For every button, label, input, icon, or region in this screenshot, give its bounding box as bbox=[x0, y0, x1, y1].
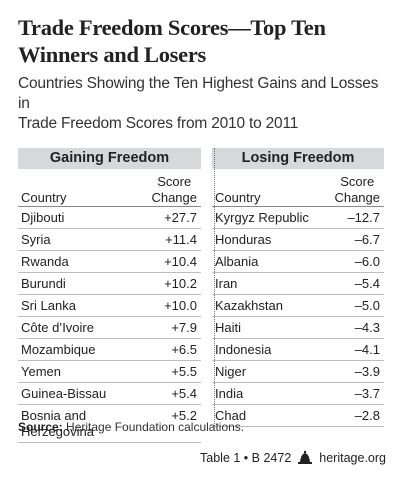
title-line-2: Winners and Losers bbox=[18, 42, 206, 67]
table-row: Rwanda +10.4 bbox=[18, 251, 201, 273]
table-row: Guinea-Bissau +5.4 bbox=[18, 383, 201, 405]
score-change: +27.7 bbox=[164, 210, 197, 225]
losing-country-header: Country bbox=[215, 190, 261, 205]
score-change: –6.0 bbox=[354, 254, 380, 269]
footer: Table 1 • B 2472 heritage.org bbox=[200, 451, 386, 465]
score-change: –12.7 bbox=[347, 210, 380, 225]
table-row: Djibouti +27.7 bbox=[18, 207, 201, 229]
score-change: –5.4 bbox=[354, 276, 380, 291]
gaining-column-headers: Country Score Change bbox=[18, 172, 201, 207]
score-change: +10.2 bbox=[164, 276, 197, 291]
table-row: Iran –5.4 bbox=[212, 273, 384, 295]
score-change: –4.3 bbox=[354, 320, 380, 335]
score-change: +10.4 bbox=[164, 254, 197, 269]
score-change: +5.2 bbox=[171, 408, 197, 423]
table-row: Honduras –6.7 bbox=[212, 229, 384, 251]
country-name: Iran bbox=[215, 276, 238, 291]
country-name: Haiti bbox=[215, 320, 242, 335]
table-row: Côte d’Ivoire +7.9 bbox=[18, 317, 201, 339]
country-name: Indonesia bbox=[215, 342, 272, 357]
gaining-rows: Djibouti +27.7 Syria +11.4 Rwanda +10.4 Burund… bbox=[18, 207, 201, 443]
country-name: Sri Lanka bbox=[21, 298, 76, 313]
country-name: Yemen bbox=[21, 364, 61, 379]
score-change: –5.0 bbox=[354, 298, 380, 313]
country-name: Syria bbox=[21, 232, 51, 247]
table-reference: Table 1 • B 2472 bbox=[200, 451, 292, 465]
losing-score-header: Score Change bbox=[334, 174, 380, 205]
site-link[interactable]: heritage.org bbox=[319, 451, 386, 465]
country-name: Côte d’Ivoire bbox=[21, 320, 94, 335]
country-name: Burundi bbox=[21, 276, 66, 291]
country-name: Kyrgyz Republic bbox=[215, 210, 309, 225]
country-name: Niger bbox=[215, 364, 247, 379]
table-row: Burundi +10.2 bbox=[18, 273, 201, 295]
country-name: Rwanda bbox=[21, 254, 69, 269]
source-note: Source: Heritage Foundation calculations… bbox=[18, 420, 244, 434]
score-change: +6.5 bbox=[171, 342, 197, 357]
gaining-score-header: Score Change bbox=[151, 174, 197, 205]
table-row: Sri Lanka +10.0 bbox=[18, 295, 201, 317]
country-name: Chad bbox=[215, 408, 247, 423]
country-name: India bbox=[215, 386, 244, 401]
subtitle-line-2: Trade Freedom Scores from 2010 to 2011 bbox=[18, 115, 299, 132]
tables-container: Gaining Freedom Country Score Change Dji… bbox=[18, 148, 386, 443]
country-name: Kazakhstan bbox=[215, 298, 283, 313]
table-row: Kyrgyz Republic –12.7 bbox=[212, 207, 384, 229]
liberty-bell-icon bbox=[298, 451, 313, 464]
score-change: +11.4 bbox=[165, 232, 197, 247]
table-row: Albania –6.0 bbox=[212, 251, 384, 273]
table-row: Mozambique +6.5 bbox=[18, 339, 201, 361]
losing-rows: Kyrgyz Republic –12.7 Honduras –6.7 Albania –… bbox=[212, 207, 384, 427]
country-name: Bosnia and Herzegovina bbox=[21, 408, 94, 439]
table-row: Bosnia and Herzegovina +5.2 bbox=[18, 405, 201, 443]
subtitle-line-1: Countries Showing the Ten Highest Gains … bbox=[18, 75, 379, 112]
score-change: –6.7 bbox=[354, 232, 380, 247]
country-name: Mozambique bbox=[21, 342, 96, 357]
losing-header: Losing Freedom bbox=[212, 148, 384, 169]
table-row: Indonesia –4.1 bbox=[212, 339, 384, 361]
table-row: India –3.7 bbox=[212, 383, 384, 405]
subtitle: Countries Showing the Ten Highest Gains … bbox=[18, 74, 386, 134]
score-change: –4.1 bbox=[354, 342, 380, 357]
table-row: Niger –3.9 bbox=[212, 361, 384, 383]
score-change: –2.8 bbox=[354, 408, 380, 423]
score-change: +5.4 bbox=[171, 386, 197, 401]
gaining-header: Gaining Freedom bbox=[18, 148, 201, 169]
gaining-country-header: Country bbox=[21, 190, 67, 205]
gaining-table: Gaining Freedom Country Score Change Dji… bbox=[18, 148, 201, 443]
table-row: Haiti –4.3 bbox=[212, 317, 384, 339]
score-change: –3.9 bbox=[354, 364, 380, 379]
table-row: Kazakhstan –5.0 bbox=[212, 295, 384, 317]
table-row: Chad –2.8 bbox=[212, 405, 384, 427]
country-name: Djibouti bbox=[21, 210, 65, 225]
score-change: +5.5 bbox=[171, 364, 197, 379]
country-name: Honduras bbox=[215, 232, 272, 247]
table-row: Yemen +5.5 bbox=[18, 361, 201, 383]
score-change: +10.0 bbox=[164, 298, 197, 313]
score-change: –3.7 bbox=[354, 386, 380, 401]
source-text: Heritage Foundation calculations. bbox=[66, 420, 245, 434]
title-line-1: Trade Freedom Scores—Top Ten bbox=[18, 15, 326, 40]
dotted-divider bbox=[214, 148, 215, 426]
source-label: Source: bbox=[18, 420, 63, 434]
table-row: Syria +11.4 bbox=[18, 229, 201, 251]
score-change: +7.9 bbox=[171, 320, 197, 335]
country-name: Albania bbox=[215, 254, 259, 269]
losing-column-headers: Country Score Change bbox=[212, 172, 384, 207]
page-title: Trade Freedom Scores—Top Ten Winners and… bbox=[18, 14, 386, 68]
country-name: Guinea-Bissau bbox=[21, 386, 107, 401]
losing-table: Losing Freedom Country Score Change Kyrg… bbox=[212, 148, 384, 443]
